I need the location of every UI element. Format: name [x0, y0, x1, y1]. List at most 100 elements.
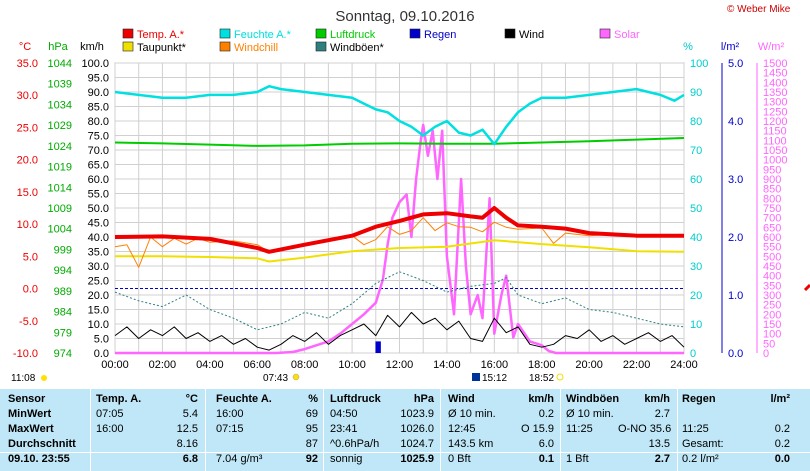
table-column-separator — [560, 389, 561, 471]
table-cell: 1 Bft — [566, 453, 589, 465]
temp-tick: -5.0 — [19, 316, 38, 328]
table-column-separator — [90, 389, 91, 471]
table-cell: 1026.0 — [400, 423, 434, 435]
humidity-tick: 20 — [690, 290, 702, 302]
temp-tick: 20.0 — [17, 155, 38, 167]
wind-tick: 60.0 — [88, 174, 109, 186]
wind-tick: 85.0 — [88, 102, 109, 114]
legend-label: Temp. A.* — [137, 29, 185, 41]
solar-noon-label: 15:12 — [482, 373, 507, 384]
table-cell: O 15.9 — [520, 423, 554, 435]
pressure-tick: 1024 — [48, 141, 72, 153]
temp-tick: 15.0 — [17, 187, 38, 199]
table-cell: 0.2 — [774, 438, 790, 450]
table-header: Regen — [682, 393, 716, 405]
table-cell: 11:25 — [566, 423, 593, 435]
solar-tick: 800 — [763, 193, 781, 205]
table-cell: 09.10. 23:55 — [8, 453, 70, 465]
temp-tick: 25.0 — [17, 122, 38, 134]
time-tick: 04:00 — [196, 359, 224, 371]
solar-tick: 500 — [763, 251, 781, 263]
time-tick: 20:00 — [575, 359, 603, 371]
solar-unit: W/m² — [758, 41, 785, 53]
humidity-tick: 10 — [690, 319, 702, 331]
table-cell: 16:00 — [216, 408, 244, 420]
temp-tick: 5.0 — [23, 251, 38, 263]
rain-tick: 3.0 — [728, 174, 743, 186]
temp-unit: °C — [19, 41, 31, 53]
pressure-tick: 1004 — [48, 224, 72, 236]
solar-tick: 1000 — [763, 155, 787, 167]
temp-tick: 0.0 — [23, 284, 38, 296]
table-cell: 1024.7 — [400, 438, 434, 450]
table-cell: 07:05 — [96, 408, 124, 420]
sunrise-icon — [292, 373, 300, 381]
table-cell: 8.16 — [176, 438, 198, 450]
rain-tick: 0.0 — [728, 348, 743, 360]
table-cell: 0.2 l/m² — [682, 453, 719, 465]
table-cell: Durchschnitt — [8, 438, 76, 450]
solar-tick: 750 — [763, 203, 781, 215]
pressure-tick: 999 — [54, 244, 72, 256]
pressure-unit: hPa — [48, 41, 68, 53]
pressure-tick: 1029 — [48, 120, 72, 132]
pressure-tick: 1014 — [48, 182, 72, 194]
legend-label: Wind — [519, 29, 544, 41]
rain-tick: 1.0 — [728, 290, 743, 302]
solar-tick: 300 — [763, 290, 781, 302]
table-cell: 12.5 — [176, 423, 198, 435]
legend-swatch — [315, 41, 327, 52]
series-line-pressure — [114, 137, 685, 147]
table-cell: Ø 10 min. — [448, 408, 496, 420]
humidity-tick: 30 — [690, 261, 702, 273]
pressure-tick: 989 — [54, 286, 72, 298]
temp-tick: -10.0 — [13, 348, 38, 360]
rain-tick: 5.0 — [728, 58, 743, 70]
table-cell: 23:41 — [330, 423, 358, 435]
time-tick: 12:00 — [386, 359, 414, 371]
wind-tick: 45.0 — [88, 218, 109, 230]
wind-tick: 15.0 — [88, 305, 109, 317]
wind-tick: 100.0 — [81, 58, 109, 70]
table-header: Feuchte A. — [216, 393, 272, 405]
wind-tick: 25.0 — [88, 276, 109, 288]
rain-bar — [377, 341, 381, 353]
table-column-separator — [205, 389, 206, 471]
rain-tick: 4.0 — [728, 116, 743, 128]
solar-tick: 950 — [763, 164, 781, 176]
table-header: km/h — [644, 393, 670, 405]
temp-edge-marker — [803, 283, 810, 292]
series-line-temp — [115, 239, 685, 263]
solar-noon-icon — [472, 373, 480, 381]
series-line-wind — [114, 271, 685, 331]
time-tick: 14:00 — [433, 359, 461, 371]
sun-icon — [41, 375, 47, 381]
solar-tick: 450 — [763, 261, 781, 273]
table-cell: Ø 10 min. — [566, 408, 614, 420]
solar-tick: 900 — [763, 174, 781, 186]
table-cell: 0.1 — [538, 453, 554, 465]
table-cell: 0.2 — [774, 423, 790, 435]
table-cell: 2.7 — [654, 408, 670, 420]
sunset-icon — [556, 373, 564, 381]
humidity-tick: 50 — [690, 203, 702, 215]
table-header: Sensor — [8, 393, 46, 405]
table-cell: 6.0 — [538, 438, 554, 450]
humidity-tick: 40 — [690, 232, 702, 244]
table-cell: MinWert — [8, 408, 52, 420]
table-cell: 5.4 — [182, 408, 198, 420]
table-cell: 1025.9 — [400, 453, 434, 465]
time-tick: 24:00 — [670, 359, 698, 371]
humidity-tick: 0 — [690, 348, 696, 360]
wind-tick: 65.0 — [88, 160, 109, 172]
wind-tick: 80.0 — [88, 116, 109, 128]
table-header: l/m² — [770, 393, 790, 405]
temp-tick: 35.0 — [17, 58, 38, 70]
table-cell: 87 — [305, 438, 318, 450]
weather-chart: Sonntag, 09.10.2016 Temp. A.* Feuchte A.* L… — [11, 8, 810, 384]
table-cell: ^0.6hPa/h — [330, 438, 380, 450]
pressure-tick: 1009 — [48, 203, 72, 215]
table-cell: 7.04 g/m³ — [216, 453, 263, 465]
time-tick: 06:00 — [243, 359, 271, 371]
humidity-tick: 70 — [690, 145, 702, 157]
